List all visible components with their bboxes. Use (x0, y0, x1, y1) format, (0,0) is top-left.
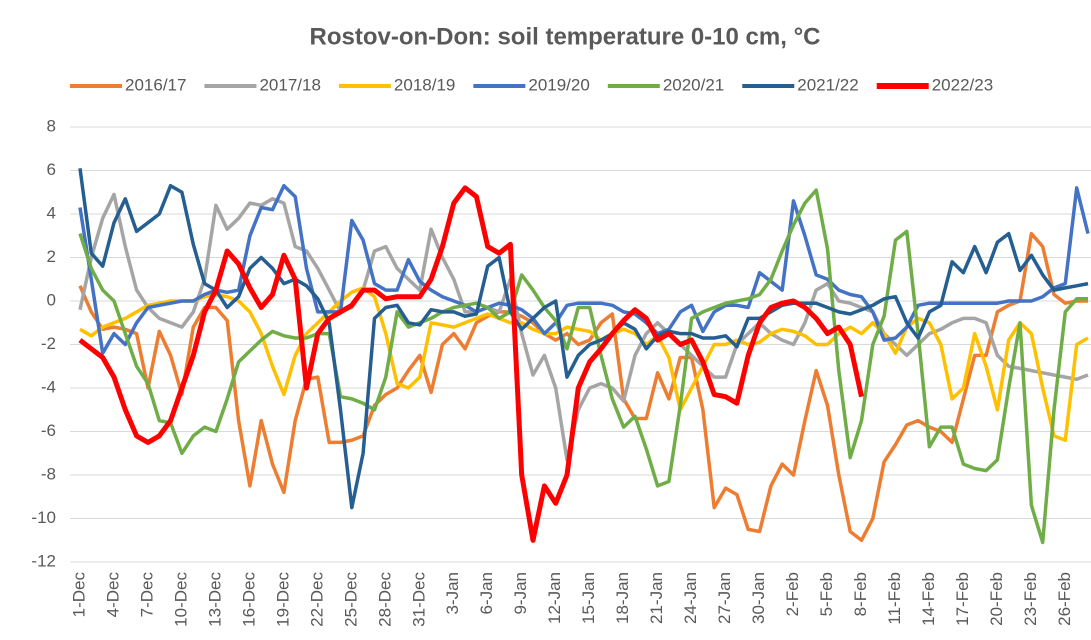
x-tick-label: 18-Jan (613, 572, 632, 624)
x-tick-label: 25-Dec (341, 572, 360, 627)
series-line (78, 192, 1089, 462)
x-tick-label: 20-Feb (987, 572, 1006, 626)
legend-label: 2022/23 (932, 75, 993, 94)
legend-label: 2019/20 (528, 75, 589, 94)
series-line (78, 185, 864, 543)
x-tick-label: 26-Feb (1055, 572, 1074, 626)
y-tick-label: -12 (31, 551, 56, 570)
x-tick-label: 3-Jan (443, 572, 462, 615)
x-tick-label: 1-Dec (69, 572, 88, 618)
x-tick-label: 12-Jan (545, 572, 564, 624)
y-tick-label: -4 (41, 377, 56, 396)
series-line (78, 231, 1088, 543)
series-line (78, 183, 1090, 355)
x-tick-label: 7-Dec (137, 572, 156, 618)
y-tick-label: -10 (31, 508, 56, 527)
x-tick-label: 16-Dec (239, 572, 258, 627)
series-line (78, 168, 1089, 510)
x-tick-label: 27-Jan (715, 572, 734, 624)
series-line (79, 286, 1089, 442)
x-tick-label: 9-Jan (511, 572, 530, 615)
y-tick-label: 2 (47, 247, 56, 266)
x-tick-label: 11-Feb (885, 572, 904, 625)
x-tick-label: 17-Feb (953, 572, 972, 626)
x-tick-label: 21-Jan (647, 572, 666, 624)
series-line (78, 188, 1088, 545)
x-tick-label: 8-Feb (851, 572, 870, 616)
y-tick-label: -8 (41, 464, 56, 483)
x-tick-label: 5-Feb (817, 572, 836, 616)
x-tick-label: 22-Dec (307, 572, 326, 627)
x-tick-label: 23-Feb (1021, 572, 1040, 626)
y-tick-label: 4 (47, 203, 56, 222)
x-tick-label: 10-Dec (171, 572, 190, 627)
x-tick-label: 24-Jan (681, 572, 700, 624)
legend-label: 2016/17 (125, 75, 186, 94)
x-tick-label: 4-Dec (103, 572, 122, 618)
x-tick-label: 15-Jan (579, 572, 598, 624)
y-tick-label: 0 (47, 290, 56, 309)
x-tick-label: 13-Dec (205, 572, 224, 627)
y-tick-label: -6 (41, 421, 56, 440)
chart-title: Rostov-on-Don: soil temperature 0-10 cm,… (309, 23, 820, 50)
legend-label: 2018/19 (394, 75, 455, 94)
x-tick-label: 28-Dec (375, 572, 394, 627)
x-tick-label: 6-Jan (477, 572, 496, 615)
y-tick-label: -2 (41, 334, 56, 353)
x-tick-label: 14-Feb (919, 572, 938, 626)
legend-label: 2017/18 (259, 75, 320, 94)
x-tick-label: 30-Jan (749, 572, 768, 624)
y-tick-label: 6 (47, 160, 56, 179)
legend-label: 2021/22 (797, 75, 858, 94)
x-tick-label: 31-Dec (409, 572, 428, 627)
y-tick-label: 8 (47, 116, 56, 135)
x-tick-label: 19-Dec (273, 572, 292, 627)
legend-label: 2020/21 (663, 75, 724, 94)
x-tick-label: 2-Feb (783, 572, 802, 616)
